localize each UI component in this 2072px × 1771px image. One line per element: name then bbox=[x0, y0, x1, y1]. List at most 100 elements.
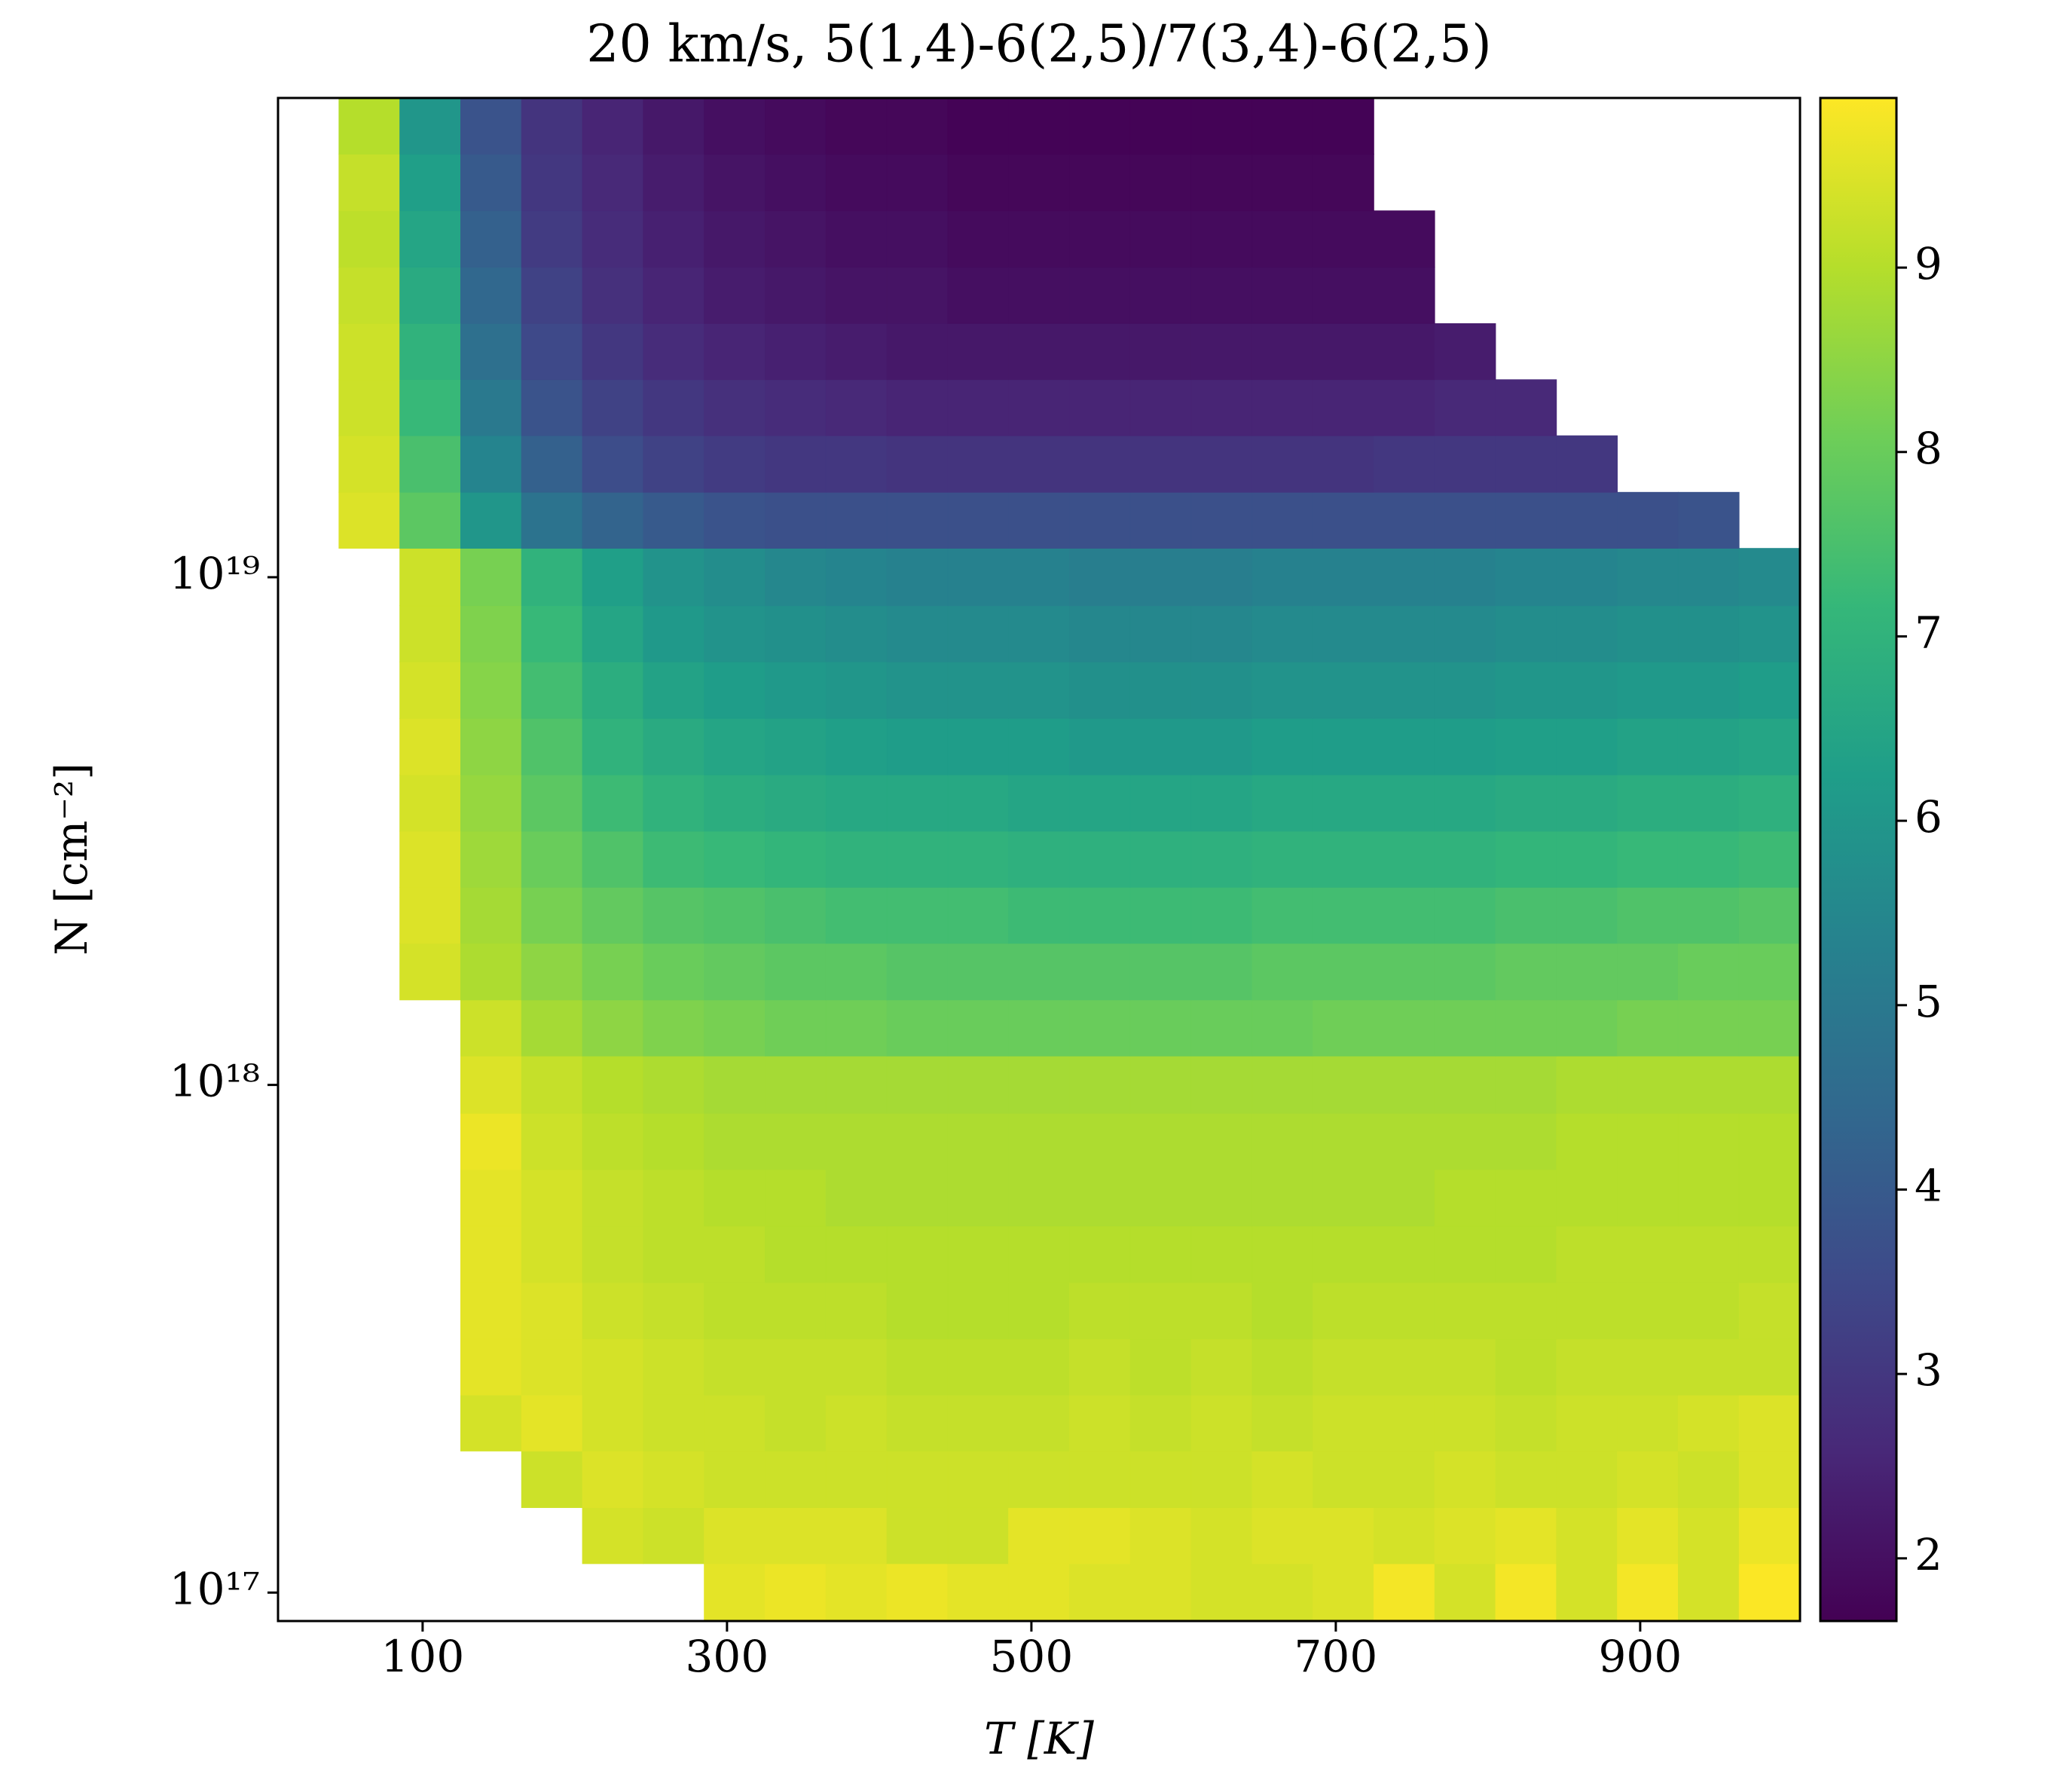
heatmap-cell bbox=[947, 1338, 1010, 1396]
heatmap-cell bbox=[886, 717, 949, 775]
heatmap-cell bbox=[643, 943, 704, 1001]
heatmap-cell bbox=[399, 830, 461, 888]
heatmap-cell bbox=[1556, 1055, 1618, 1114]
heatmap-cell bbox=[1434, 1338, 1496, 1396]
heatmap-cell bbox=[1251, 605, 1314, 662]
heatmap-cell bbox=[1495, 943, 1557, 1001]
heatmap-cell bbox=[765, 1451, 827, 1508]
heatmap-cell bbox=[886, 605, 949, 662]
heatmap-cell bbox=[582, 154, 644, 212]
heatmap-cell bbox=[1434, 1112, 1496, 1170]
heatmap-cell bbox=[1677, 1338, 1740, 1396]
heatmap-cell bbox=[947, 830, 1010, 888]
heatmap-cell bbox=[643, 605, 704, 662]
heatmap-cell bbox=[399, 210, 461, 268]
heatmap-cell bbox=[1069, 1507, 1131, 1565]
heatmap-cell bbox=[460, 154, 522, 212]
heatmap-cell bbox=[1617, 887, 1679, 944]
heatmap-cell bbox=[947, 1563, 1010, 1622]
heatmap-cell bbox=[399, 267, 461, 324]
heatmap-cell bbox=[643, 999, 704, 1057]
heatmap-cell bbox=[1313, 1563, 1374, 1622]
heatmap-cell bbox=[1313, 97, 1374, 155]
heatmap-cell bbox=[460, 548, 522, 607]
heatmap-cell bbox=[582, 1394, 644, 1451]
heatmap-cell bbox=[643, 267, 704, 324]
heatmap-cell bbox=[704, 1394, 766, 1451]
heatmap-cell bbox=[704, 717, 766, 775]
heatmap-cell bbox=[1374, 661, 1435, 719]
heatmap-cell bbox=[886, 323, 949, 381]
heatmap-cell bbox=[765, 774, 827, 832]
heatmap-cell bbox=[1129, 548, 1192, 607]
heatmap-cell bbox=[582, 1338, 644, 1396]
heatmap-cell bbox=[825, 1112, 888, 1170]
heatmap-cell bbox=[825, 887, 888, 944]
heatmap-cell bbox=[399, 717, 461, 775]
heatmap-cell bbox=[521, 717, 583, 775]
heatmap-cell bbox=[765, 1055, 827, 1114]
heatmap-cell bbox=[886, 1563, 949, 1622]
heatmap-cell bbox=[1251, 1563, 1314, 1622]
heatmap-cell bbox=[1251, 1394, 1314, 1451]
heatmap-cell bbox=[338, 435, 400, 493]
heatmap-cell bbox=[1313, 717, 1374, 775]
heatmap-cell bbox=[1556, 999, 1618, 1057]
heatmap-cell bbox=[582, 661, 644, 719]
heatmap-cell bbox=[1738, 830, 1801, 888]
heatmap-cell bbox=[1677, 491, 1740, 549]
heatmap-cell bbox=[1738, 1451, 1801, 1508]
heatmap-cell bbox=[399, 154, 461, 212]
heatmap-cell bbox=[947, 154, 1010, 212]
x-axis-label: T [K] bbox=[984, 1713, 1094, 1764]
heatmap-cell bbox=[1129, 1282, 1192, 1340]
heatmap-cell bbox=[1129, 97, 1192, 155]
heatmap-cell bbox=[1129, 887, 1192, 944]
heatmap-cell bbox=[886, 154, 949, 212]
heatmap-cell bbox=[947, 605, 1010, 662]
heatmap-cell bbox=[1190, 97, 1253, 155]
heatmap-cell bbox=[704, 1563, 766, 1622]
heatmap-cell bbox=[1313, 999, 1374, 1057]
heatmap-cell bbox=[886, 661, 949, 719]
heatmap-cell bbox=[1129, 1169, 1192, 1227]
heatmap-cell bbox=[1190, 1055, 1253, 1114]
heatmap-cell bbox=[643, 1394, 704, 1451]
heatmap-cell bbox=[1434, 1282, 1496, 1340]
heatmap-cell bbox=[1190, 887, 1253, 944]
heatmap-cell bbox=[1434, 1451, 1496, 1508]
colorbar-tick-label: 6 bbox=[1915, 791, 1942, 843]
heatmap-cell bbox=[765, 1563, 827, 1622]
heatmap-cell bbox=[643, 1112, 704, 1170]
colorbar bbox=[1819, 96, 1898, 1623]
heatmap-cell bbox=[582, 1112, 644, 1170]
heatmap-cell bbox=[1374, 1112, 1435, 1170]
heatmap-cell bbox=[704, 491, 766, 549]
heatmap-cell bbox=[886, 1055, 949, 1114]
heatmap-cell bbox=[1677, 1112, 1740, 1170]
heatmap-cell bbox=[825, 774, 888, 832]
colorbar-tick-label: 7 bbox=[1915, 607, 1942, 658]
heatmap-cell bbox=[1434, 1507, 1496, 1565]
heatmap-cell bbox=[1374, 1338, 1435, 1396]
heatmap-cell bbox=[825, 435, 888, 493]
heatmap-cell bbox=[1738, 943, 1801, 1001]
heatmap-cell bbox=[1556, 774, 1618, 832]
heatmap-cell bbox=[1190, 154, 1253, 212]
heatmap-cell bbox=[1738, 999, 1801, 1057]
heatmap-cell bbox=[886, 379, 949, 436]
heatmap-cell bbox=[1008, 379, 1070, 436]
y-tick-label: 10¹⁸ bbox=[170, 1056, 260, 1107]
heatmap-cell bbox=[886, 548, 949, 607]
heatmap-cell bbox=[460, 379, 522, 436]
heatmap-cell bbox=[1495, 1282, 1557, 1340]
heatmap-cell bbox=[947, 999, 1010, 1057]
heatmap-cell bbox=[1008, 943, 1070, 1001]
heatmap-cell bbox=[947, 267, 1010, 324]
heatmap-cell bbox=[1251, 1055, 1314, 1114]
heatmap-cell bbox=[1617, 1282, 1679, 1340]
heatmap-cell bbox=[460, 605, 522, 662]
heatmap-cell bbox=[1556, 1563, 1618, 1622]
heatmap-cell bbox=[765, 379, 827, 436]
heatmap-cell bbox=[643, 491, 704, 549]
